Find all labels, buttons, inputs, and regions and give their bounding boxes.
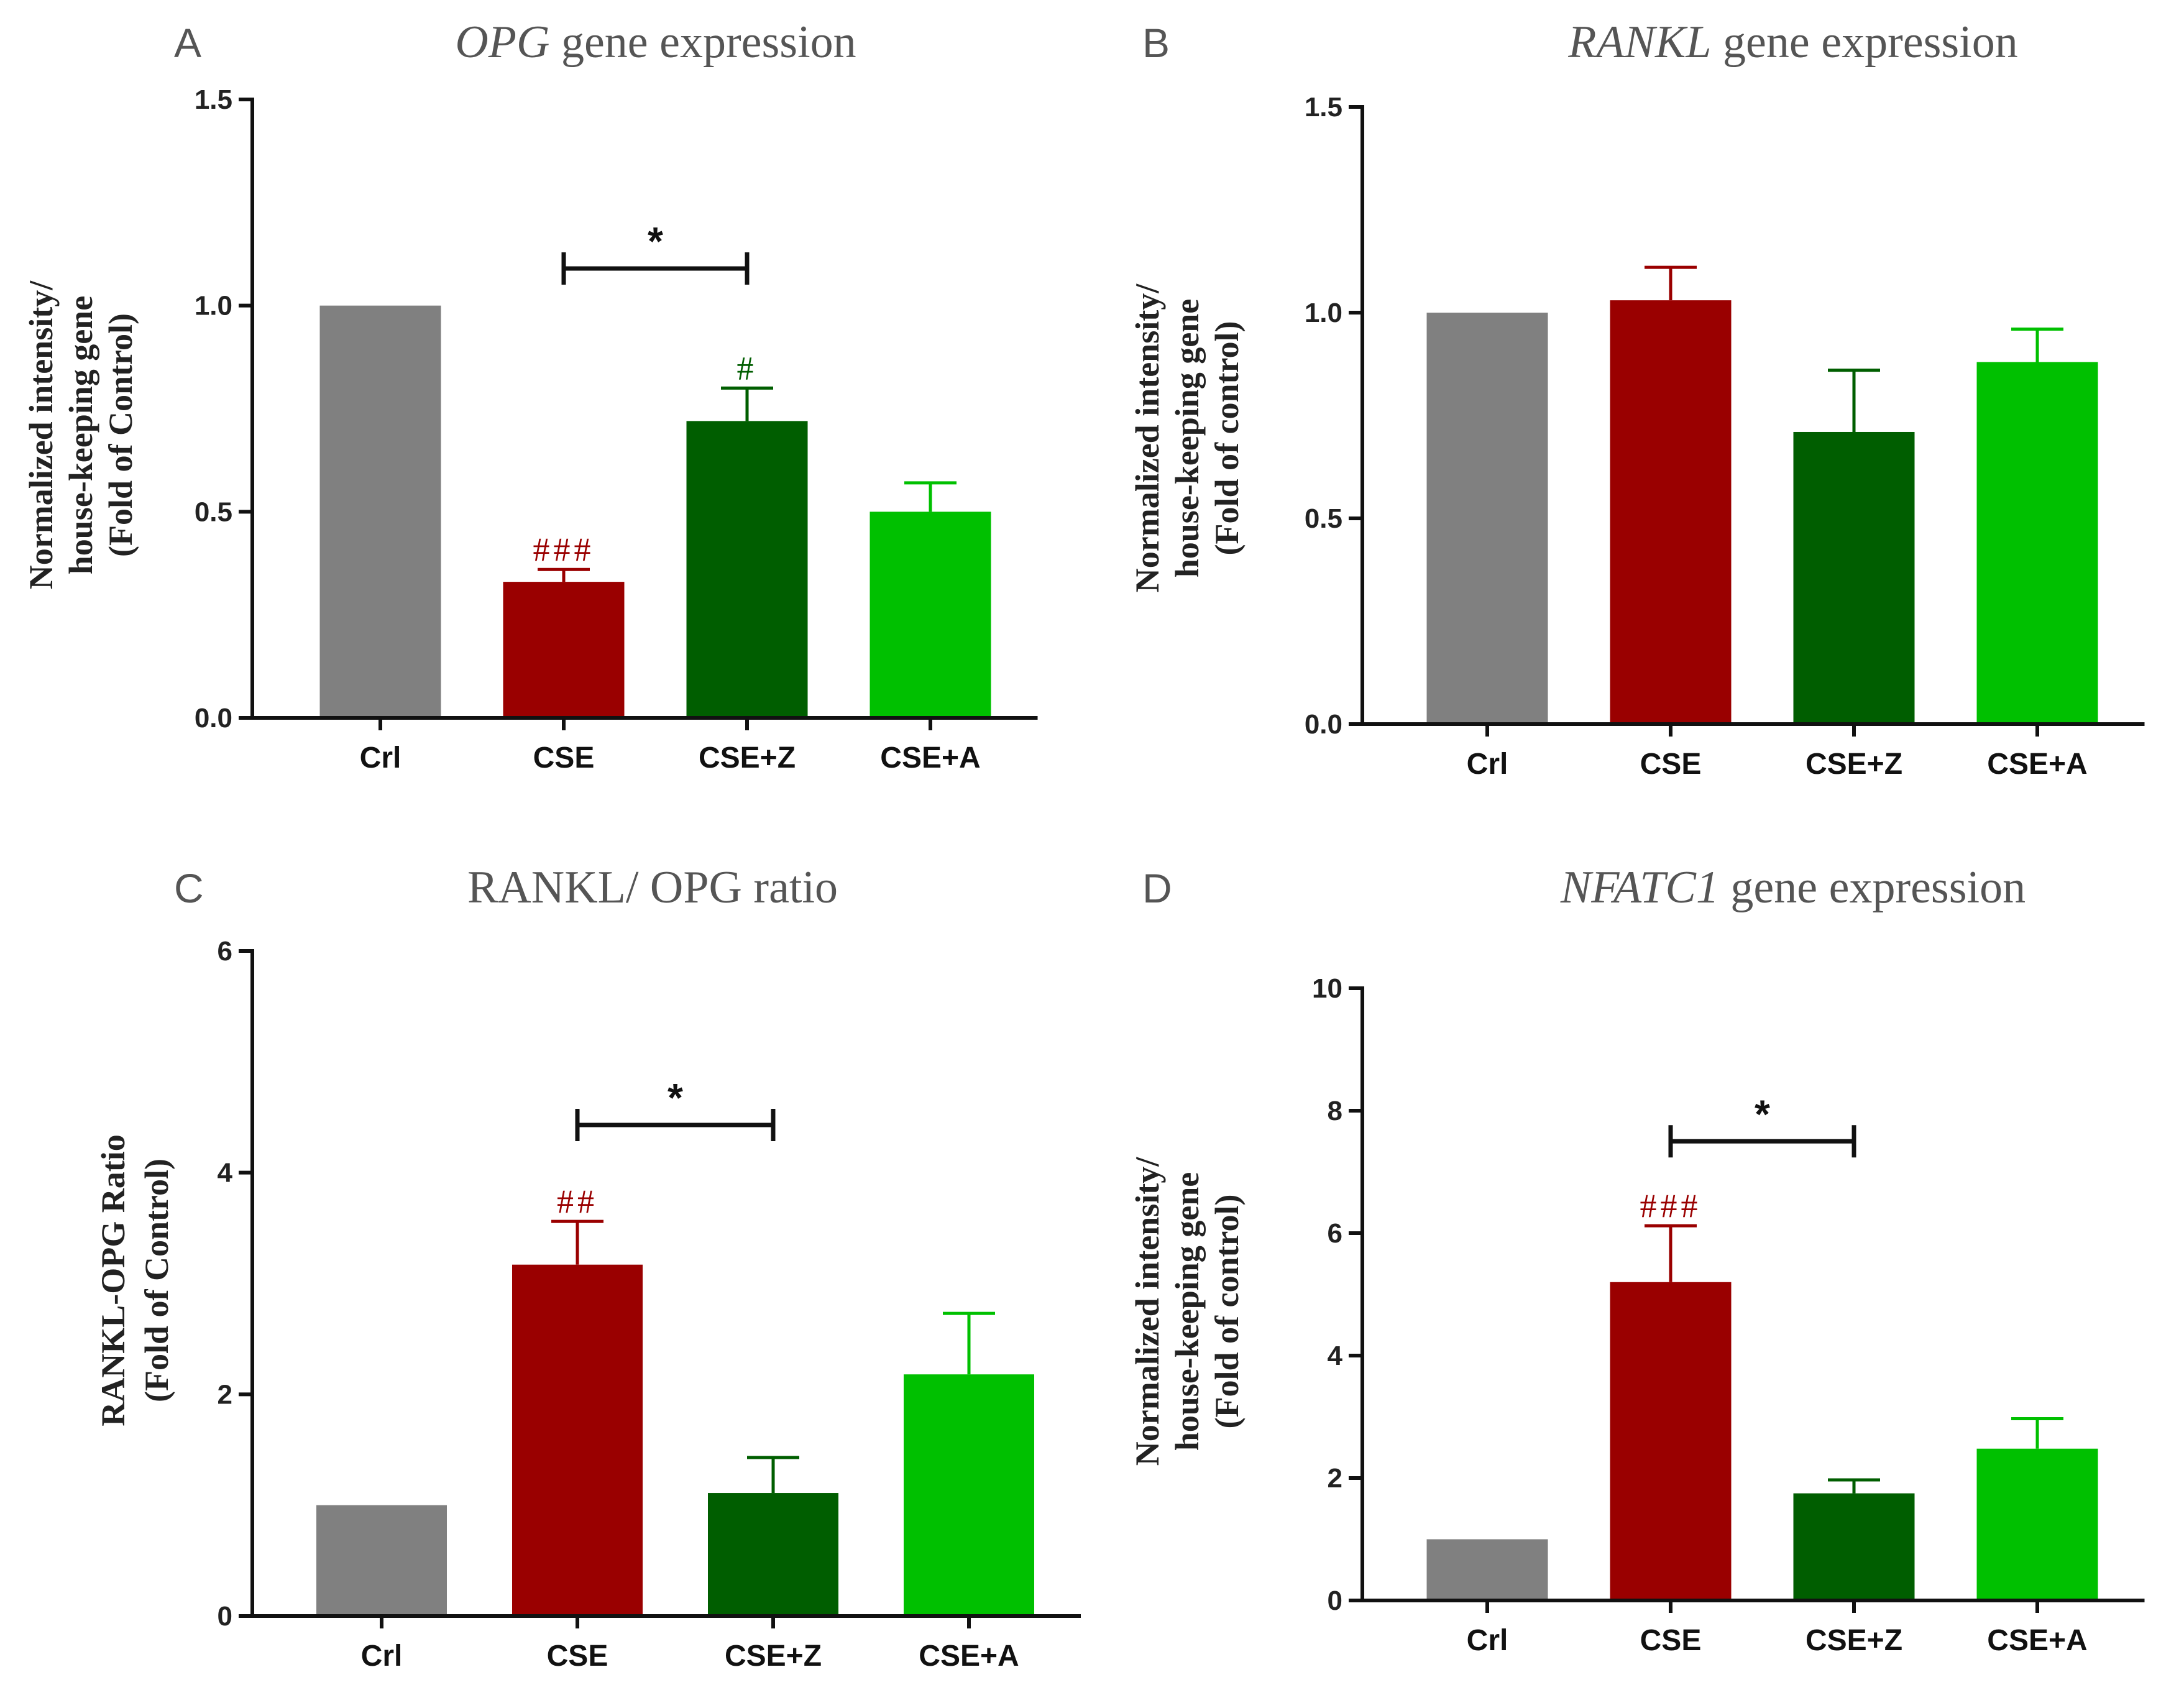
x-tick-label: CSE — [1640, 748, 1702, 781]
y-tick-label: 8 — [1328, 1096, 1342, 1126]
x-tick-label: CSE — [547, 1640, 608, 1673]
y-tick-label: 2 — [1328, 1463, 1342, 1494]
bar-cse — [1610, 300, 1732, 724]
panel-title-b: RANKL gene expression — [1567, 17, 2017, 68]
x-tick-label: CSE — [1640, 1624, 1702, 1657]
x-tick-label: CSE+Z — [725, 1640, 822, 1673]
plot-area-c: Crl CSE CSE+Z CSE+A 0 2 4 6 ## * — [218, 936, 1081, 1673]
bar-cse-plus-z — [686, 421, 808, 718]
y-label-line-2: (Fold of Control) — [138, 1159, 175, 1402]
significance-hash: ### — [1640, 1187, 1702, 1224]
y-tick-label: 6 — [1328, 1218, 1342, 1249]
title-italic-b: RANKL — [1567, 17, 1711, 68]
panel-title-a: OPG gene expression — [455, 17, 856, 68]
bar-crl — [319, 305, 441, 719]
y-tick-label: 0 — [218, 1601, 232, 1632]
panel-letter-c: C — [174, 865, 204, 911]
bar-cse-plus-a — [1976, 1448, 2098, 1600]
panel-title-c: RANKL/ OPG ratio — [467, 862, 838, 913]
bar-cse-plus-a — [1976, 362, 2098, 724]
y-label-line-3: (Fold of Control) — [102, 313, 139, 557]
y-tick-label: 10 — [1312, 973, 1342, 1004]
y-tick-label: 2 — [218, 1379, 232, 1410]
x-tick-label: CSE — [533, 741, 595, 774]
significance-hash: # — [737, 349, 758, 387]
y-label-line-1: Normalized intensity/ — [1129, 283, 1166, 592]
x-tick-label: CSE+A — [919, 1640, 1019, 1673]
y-label-line-2: house-keeping gene — [1168, 1172, 1206, 1451]
significance-star: * — [648, 219, 663, 264]
y-tick-label: 0.5 — [195, 497, 232, 527]
y-tick-label: 1.0 — [1305, 298, 1342, 328]
bar-cse — [1610, 1282, 1732, 1600]
y-axis-label-b: Normalized intensity/ house-keeping gene… — [1129, 283, 1246, 592]
panel-b: B RANKL gene expression Normalized inten… — [1129, 17, 2145, 781]
y-label-line-1: Normalized intensity/ — [1129, 1157, 1166, 1466]
bar-cse-plus-a — [904, 1374, 1034, 1616]
y-tick-label: 1.5 — [195, 85, 232, 115]
y-axis-label-d: Normalized intensity/ house-keeping gene… — [1129, 1157, 1246, 1466]
bar-cse-plus-z — [708, 1493, 838, 1616]
y-tick-label: 1.0 — [195, 291, 232, 321]
x-tick-label: Crl — [360, 741, 401, 774]
x-tick-label: CSE+Z — [1805, 748, 1902, 781]
x-tick-label: Crl — [1467, 1624, 1508, 1657]
y-label-line-3: (Fold of control) — [1208, 321, 1246, 556]
y-tick-label: 4 — [1328, 1341, 1343, 1371]
y-label-line-3: (Fold of control) — [1208, 1195, 1246, 1429]
y-label-line-1: Normalized intensity/ — [22, 280, 60, 589]
y-axis-label-a: Normalized intensity/ house-keeping gene… — [22, 280, 139, 589]
plot-area-b: Crl CSE CSE+Z CSE+A 0.0 0.5 1.0 1.5 — [1305, 92, 2145, 781]
title-italic-d: NFATC1 — [1560, 862, 1719, 913]
panel-letter-b: B — [1142, 20, 1170, 66]
y-label-line-1: RANKL-OPG Ratio — [94, 1134, 132, 1426]
title-rest-d: gene expression — [1719, 862, 2026, 913]
bar-crl — [1426, 1539, 1548, 1600]
panel-d: D NFATC1 gene expression Normalized inte… — [1129, 862, 2145, 1657]
significance-hash: ## — [557, 1183, 598, 1220]
y-tick-label: 0.5 — [1305, 503, 1342, 534]
title-rest-b: gene expression — [1712, 17, 2018, 68]
bar-cse-plus-z — [1793, 1493, 1915, 1600]
plot-area-a: Crl CSE CSE+Z CSE+A0.00.51.01.5####* — [195, 85, 1038, 774]
y-tick-label: 6 — [218, 936, 232, 966]
x-tick-label: CSE+A — [1987, 748, 2087, 781]
y-tick-label: 0.0 — [1305, 709, 1342, 740]
bar-crl — [1426, 313, 1548, 724]
y-label-line-2: house-keeping gene — [1168, 299, 1206, 578]
bar-cse-plus-z — [1793, 431, 1915, 724]
title-rest-c: RANKL/ OPG ratio — [467, 862, 838, 913]
y-label-line-2: house-keeping gene — [62, 296, 99, 575]
bar-cse — [503, 582, 625, 718]
y-axis-label-c: RANKL-OPG Ratio (Fold of Control) — [94, 1134, 175, 1426]
panel-letter-d: D — [1142, 865, 1172, 911]
x-tick-label: Crl — [1467, 748, 1508, 781]
y-tick-label: 0 — [1328, 1586, 1342, 1616]
panel-title-d: NFATC1 gene expression — [1560, 862, 2026, 913]
title-rest-a: gene expression — [549, 17, 856, 68]
panel-c: C RANKL/ OPG ratio RANKL-OPG Ratio (Fold… — [94, 862, 1081, 1673]
y-tick-label: 4 — [218, 1158, 233, 1188]
x-tick-label: CSE+A — [1987, 1624, 2087, 1657]
bar-cse-plus-a — [869, 512, 991, 718]
x-tick-label: CSE+A — [880, 741, 980, 774]
bar-cse — [512, 1264, 643, 1616]
title-italic-a: OPG — [455, 17, 549, 68]
plot-area-d: Crl CSE CSE+Z CSE+A 0 2 4 6 8 10 ### * — [1312, 973, 2145, 1657]
panel-a: A OPG gene expression Normalized intensi… — [22, 17, 1038, 774]
significance-hash: ### — [533, 531, 595, 568]
y-tick-label: 0.0 — [195, 703, 232, 733]
bar-crl — [316, 1505, 447, 1616]
y-tick-label: 1.5 — [1305, 92, 1342, 122]
x-tick-label: CSE+Z — [699, 741, 796, 774]
x-tick-label: CSE+Z — [1805, 1624, 1902, 1657]
x-tick-label: Crl — [361, 1640, 403, 1673]
significance-star: * — [668, 1075, 683, 1120]
panel-letter-a: A — [174, 20, 201, 66]
significance-star: * — [1755, 1091, 1770, 1136]
